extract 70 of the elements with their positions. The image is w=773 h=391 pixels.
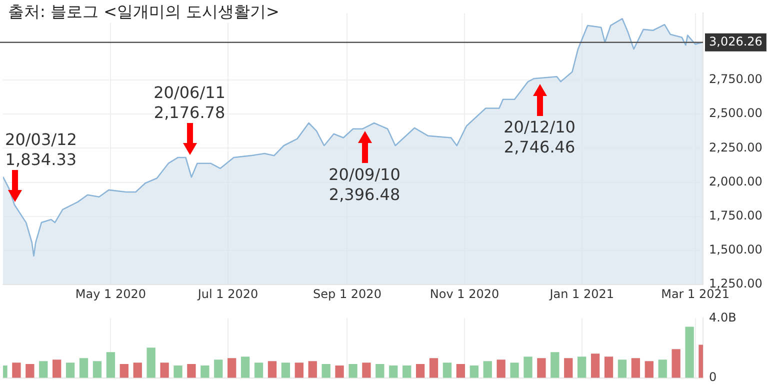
bar (376, 364, 384, 378)
bar (590, 354, 600, 378)
bar (160, 362, 169, 378)
bar (348, 364, 358, 378)
annotation: 20/03/12 1,834.33 (5, 130, 77, 169)
bar (240, 356, 250, 378)
x-tick-label: Nov 1 2020 (430, 286, 500, 301)
bar (658, 360, 667, 378)
x-tick-label: Jul 1 2020 (196, 286, 258, 301)
bar (39, 361, 48, 378)
bar (26, 364, 34, 378)
bar (524, 356, 532, 378)
annotation: 20/09/10 2,396.48 (328, 165, 400, 204)
bar (672, 349, 680, 378)
bar (66, 362, 75, 378)
chart-title: 출처: 블로그 <일개미의 도시생활기> (4, 2, 284, 23)
bar (416, 364, 425, 378)
bar (510, 362, 519, 378)
bar (644, 361, 654, 378)
bar (308, 361, 317, 378)
bar (52, 360, 62, 378)
annotation: 20/06/11 2,176.78 (154, 83, 226, 122)
bar (120, 364, 128, 378)
bar (79, 358, 88, 378)
bar (550, 352, 560, 378)
bar (268, 361, 277, 378)
bar (200, 366, 210, 378)
bar (174, 366, 182, 378)
annotation: 20/12/10 2,746.46 (504, 118, 576, 157)
bar (456, 364, 466, 378)
y-tick-label: 2,000.00 (709, 174, 762, 188)
bar (228, 358, 236, 378)
bar (254, 362, 264, 378)
bar (294, 362, 304, 378)
y-tick-label: 2,500.00 (709, 106, 762, 120)
bar (92, 361, 102, 378)
y-tick-label: 2,250.00 (709, 140, 762, 154)
bar (322, 364, 330, 378)
y-tick-label: 0 (709, 370, 717, 384)
bar (685, 326, 694, 378)
bar (631, 358, 640, 378)
bar (496, 360, 506, 378)
bar (470, 366, 478, 378)
y-tick-label: 4.0B (709, 310, 736, 324)
bar (442, 362, 452, 378)
x-tick-label: May 1 2020 (75, 286, 146, 301)
bar (133, 362, 142, 378)
bar (402, 366, 412, 378)
x-tick-label: Jan 1 2021 (548, 286, 614, 301)
bar (429, 358, 438, 378)
bar (483, 361, 492, 378)
bar (618, 360, 627, 378)
bar (537, 358, 546, 378)
bar (389, 366, 398, 378)
bar (187, 364, 196, 378)
bar (362, 362, 371, 378)
y-tick-label: 2,750.00 (709, 72, 762, 86)
bar (335, 366, 344, 378)
bar (564, 358, 573, 378)
bar (106, 352, 116, 378)
x-tick-label: Sep 1 2020 (313, 286, 382, 301)
bar (604, 356, 614, 378)
bar (281, 362, 290, 378)
bar (214, 360, 223, 378)
ref-line-label: 3,026.26 (709, 34, 762, 48)
bar (12, 362, 21, 378)
bar (578, 356, 586, 378)
y-tick-label: 1,500.00 (709, 242, 762, 257)
bar (146, 348, 156, 378)
y-tick-label: 1,750.00 (709, 208, 762, 223)
